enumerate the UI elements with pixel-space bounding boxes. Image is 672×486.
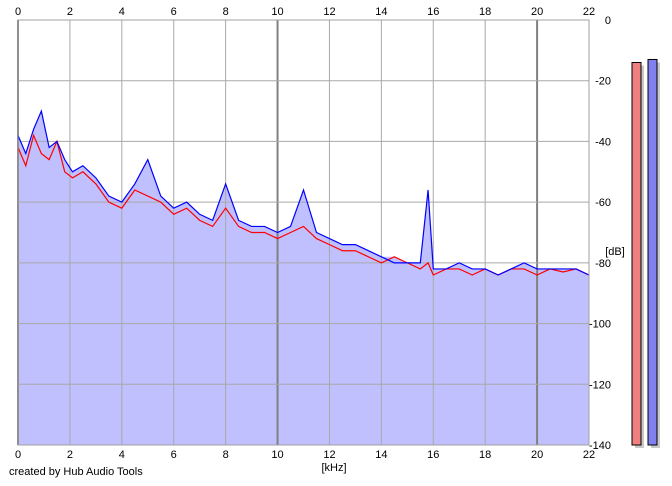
x-tick-label-top: 14 [375,6,387,18]
x-tick-label-top: 18 [479,6,491,18]
y-tick-label: -140 [589,440,611,452]
credit-text: created by Hub Audio Tools [9,466,143,478]
y-tick-label: -40 [595,136,611,148]
level-meters [631,58,660,448]
x-tick-label-top: 4 [119,6,125,18]
x-tick-label-top: 0 [15,6,21,18]
x-tick-label-top: 6 [171,6,177,18]
x-tick-label-bottom: 2 [67,449,73,461]
x-tick-label-top: 20 [531,6,543,18]
x-tick-label-bottom: 6 [171,449,177,461]
x-tick-label-bottom: 8 [223,449,229,461]
level-meter-1 [631,62,642,446]
y-tick-label: -60 [595,197,611,209]
x-tick-label-bottom: 16 [427,449,439,461]
series-line-2 [17,109,590,276]
y-tick-label: -100 [589,319,611,331]
spectrum-lines [17,109,590,276]
x-tick-label-bottom: 20 [531,449,543,461]
y-tick-label: -20 [595,76,611,88]
x-tick-label-bottom: 10 [271,449,283,461]
x-tick-label-top: 16 [427,6,439,18]
x-tick-label-top: 10 [271,6,283,18]
plot-frame [17,19,590,446]
x-tick-label-top: 2 [67,6,73,18]
x-tick-label-bottom: 22 [583,449,595,461]
x-tick-label-bottom: 4 [119,449,125,461]
level-meter-2 [647,58,658,446]
y-tick-label: -80 [595,258,611,270]
x-tick-label-bottom: 18 [479,449,491,461]
x-axis-label: [kHz] [321,462,346,474]
x-tick-labels-bottom: 0 2 4 6 8 10 12 14 16 18 20 22 [15,449,595,461]
y-tick-labels: 0 -20 -40 -60 -80 -100 -120 -140 [589,15,611,452]
x-tick-label-top: 22 [583,6,595,18]
x-tick-label-bottom: 0 [15,449,21,461]
y-axis-label: [dB] [605,246,625,258]
spectrum-fill [18,111,589,446]
x-tick-label-top: 8 [223,6,229,18]
x-tick-label-bottom: 14 [375,449,387,461]
x-tick-label-top: 12 [323,6,335,18]
spectrum-area [18,111,589,446]
y-tick-label: -120 [589,379,611,391]
x-tick-labels-top: 0 2 4 6 8 10 12 14 16 18 20 22 [15,6,595,18]
grid [17,19,590,446]
x-tick-label-bottom: 12 [323,449,335,461]
y-tick-label: 0 [605,15,611,27]
